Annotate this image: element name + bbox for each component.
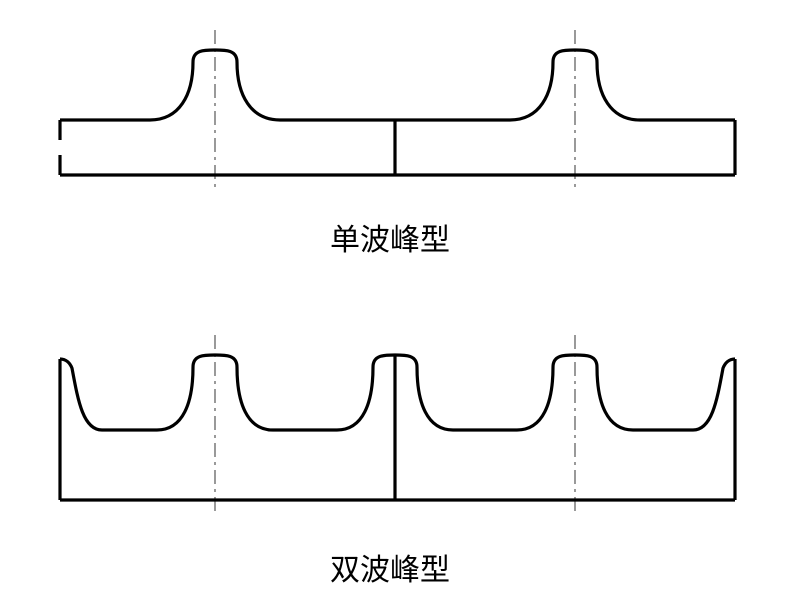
single-peak-label: 单波峰型 (330, 215, 450, 259)
double-peak-label: 双波峰型 (330, 545, 450, 589)
diagram-canvas (0, 0, 795, 588)
